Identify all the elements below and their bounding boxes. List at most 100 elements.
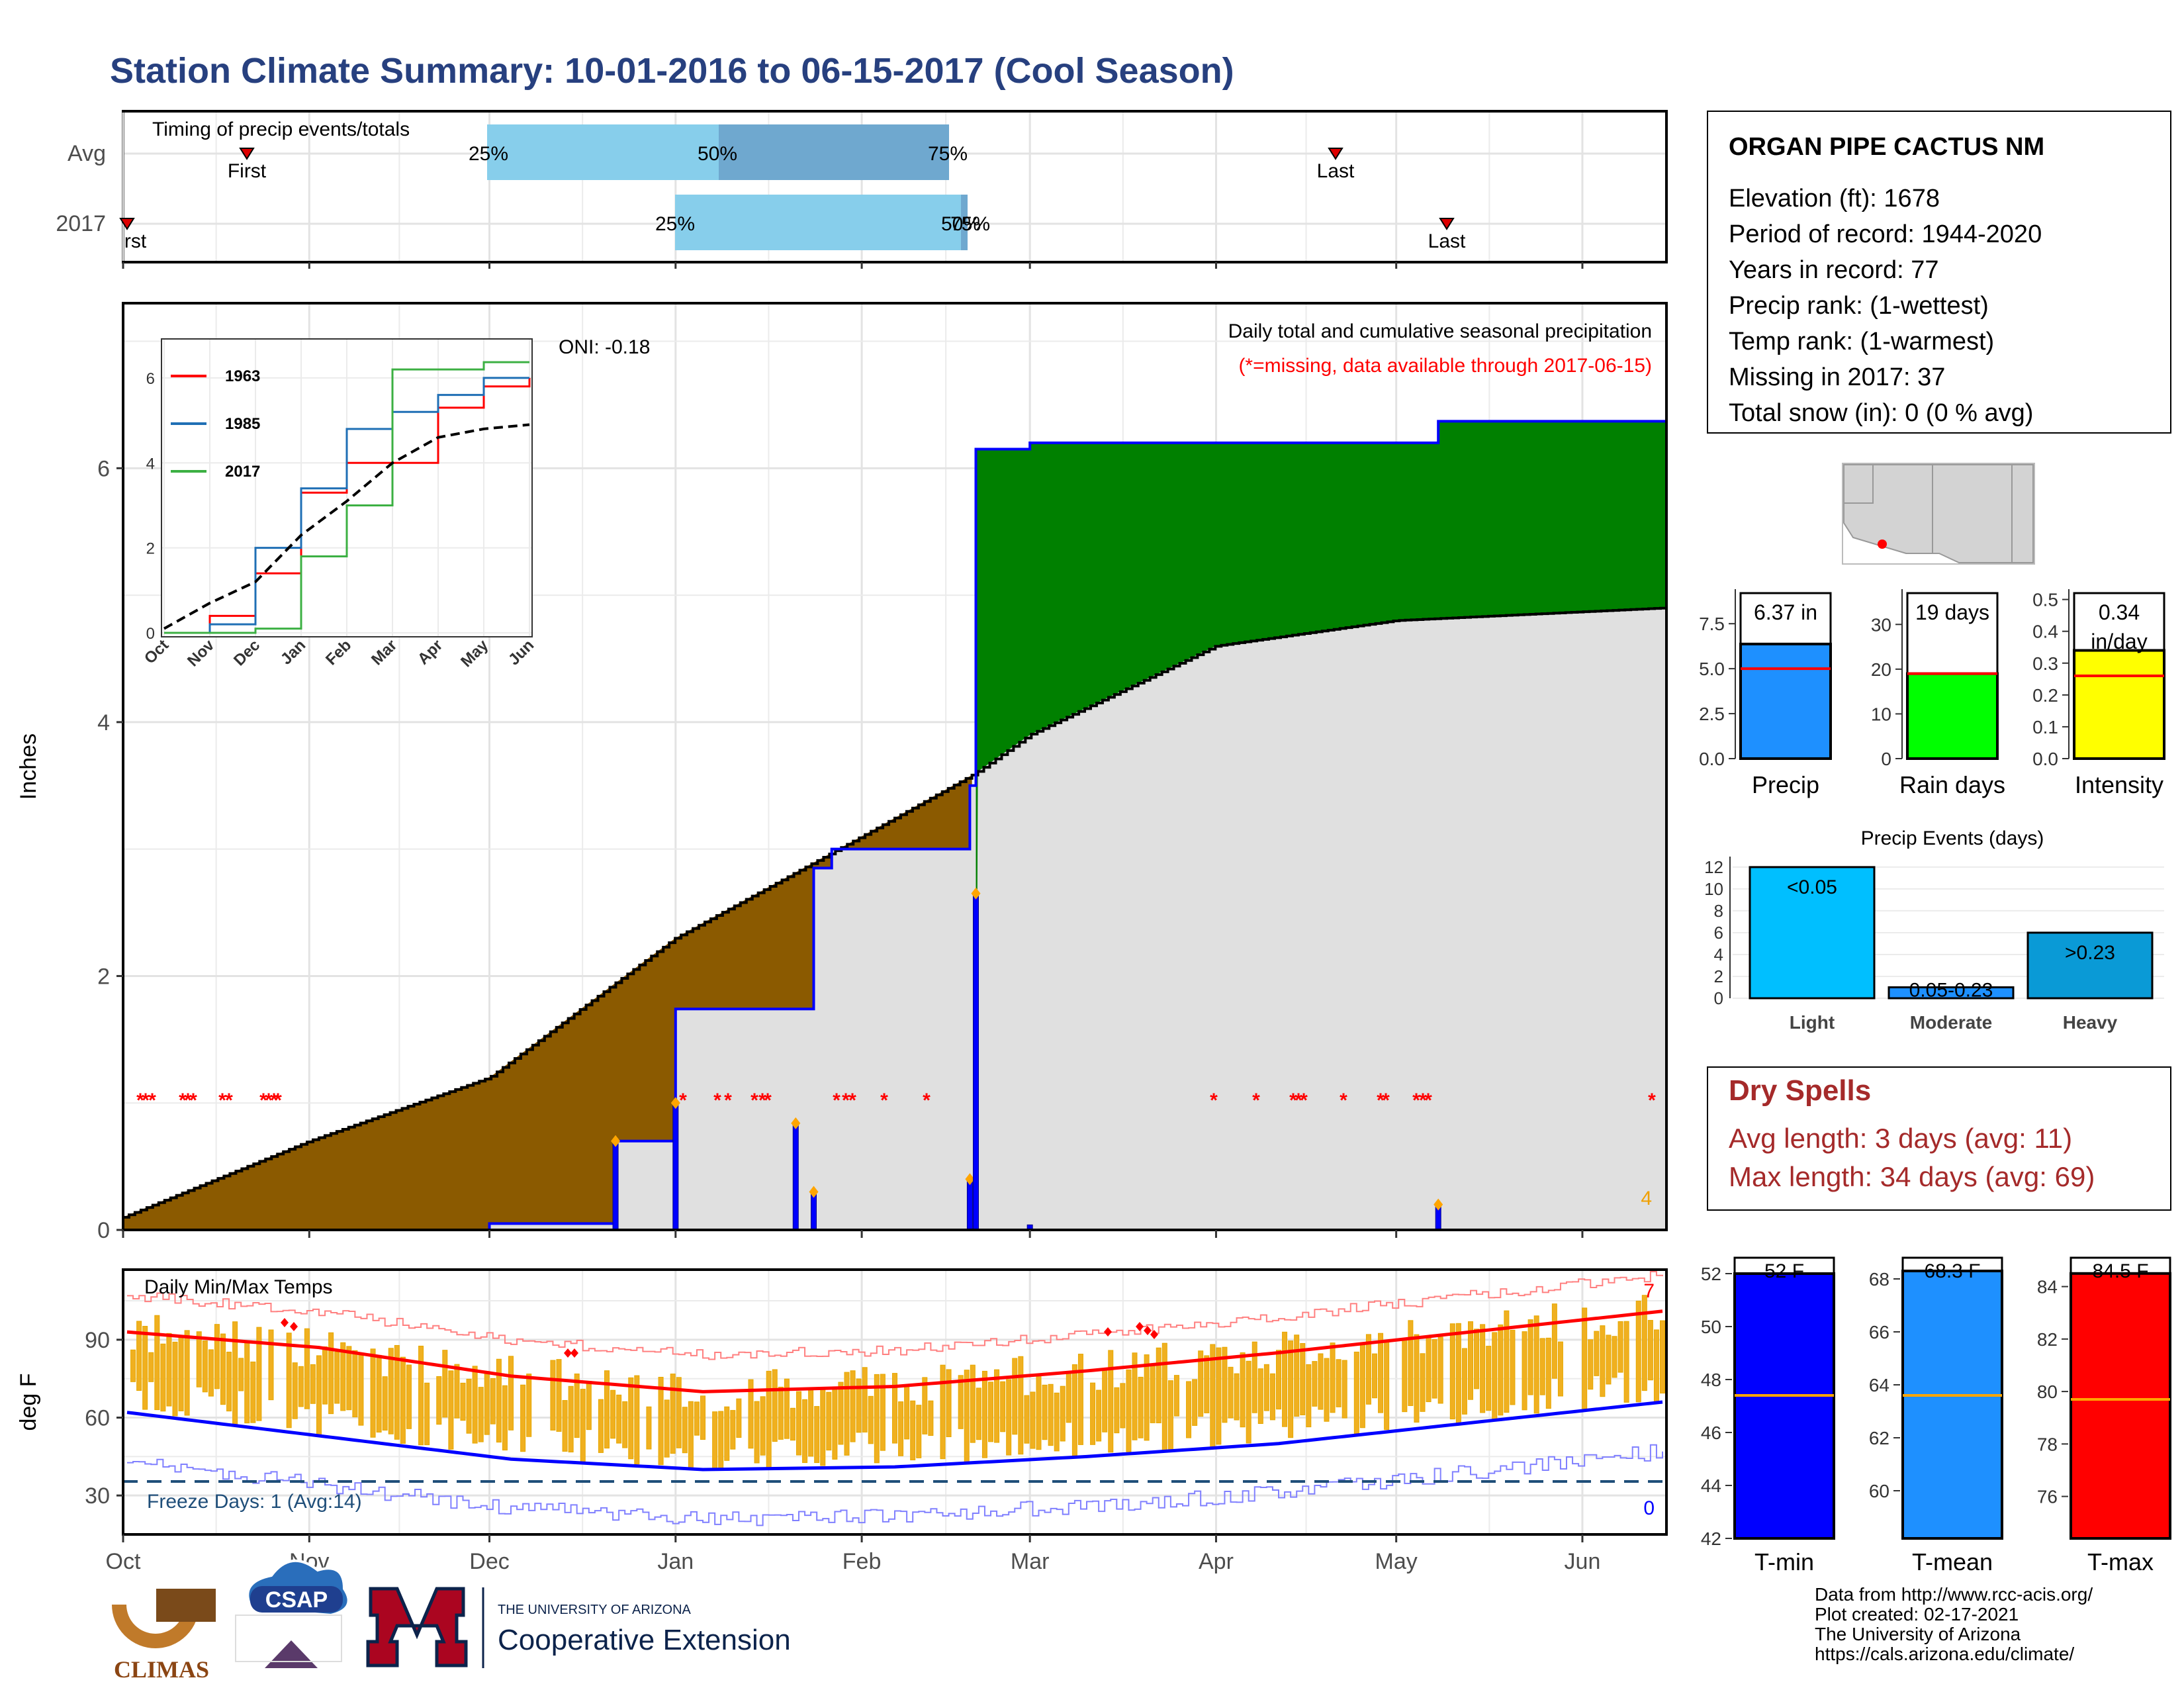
daily-temp-bar [1557, 1341, 1563, 1397]
daily-temp-bar [1048, 1383, 1054, 1446]
missing-marker: * [1377, 1090, 1385, 1111]
missing-marker: * [751, 1090, 758, 1111]
summary-ytick: 2.5 [1699, 704, 1725, 724]
daily-temp-bar [1276, 1350, 1281, 1410]
missing-marker: * [1382, 1090, 1390, 1111]
daily-temp-bar [970, 1364, 976, 1443]
summary-ytick: 0 [1881, 749, 1891, 769]
footer: CLIMAS CSAP THE UNIVERSITY OF ARIZONA Co… [112, 1559, 2093, 1683]
daily-temp-bar [1126, 1369, 1132, 1452]
daily-temp-bar [550, 1360, 556, 1430]
daily-temp-bar [832, 1386, 838, 1460]
daily-temp-bar [772, 1369, 778, 1442]
record-marker [1104, 1327, 1112, 1336]
daily-temp-bar [736, 1398, 742, 1438]
avg-max-line [126, 1309, 1663, 1393]
daily-temp-bar [1150, 1365, 1156, 1423]
daily-temp-bar [784, 1378, 790, 1439]
daily-temp-bar [1173, 1375, 1179, 1417]
missing-marker: * [184, 1090, 192, 1111]
daily-temp-bar [160, 1343, 166, 1412]
precip-events-title: Precip Events (days) [1861, 827, 2044, 849]
daily-temp-bar [310, 1364, 316, 1404]
daily-temp-bar [556, 1359, 562, 1432]
daily-temp-bar [466, 1378, 472, 1434]
daily-temp-bar [1234, 1373, 1240, 1421]
record-marker [1136, 1322, 1144, 1331]
missing-marker: * [142, 1090, 150, 1111]
daily-temp-bar [454, 1364, 460, 1419]
daily-precip-marker [791, 1117, 801, 1129]
missing-marker: * [923, 1090, 931, 1111]
daily-temp-bar [988, 1382, 993, 1442]
daily-precip-bar [792, 1123, 799, 1231]
daily-temp-bar [1312, 1361, 1318, 1407]
daily-precip-marker [971, 887, 981, 900]
missing-marker: * [259, 1090, 267, 1111]
daily-temp-bar [664, 1399, 670, 1458]
temp-bar-label: T-mean [1912, 1548, 1993, 1575]
precip-count-label: 4 [1641, 1188, 1652, 1209]
daily-precip-bar [966, 1178, 973, 1231]
daily-temp-bar [1251, 1341, 1257, 1413]
daily-temp-bar [1449, 1323, 1455, 1420]
daily-temp-bar [1257, 1368, 1263, 1425]
timing-row-avg: Avg [68, 141, 106, 166]
station-line-4: Precip rank: (1-wettest) [1729, 292, 1989, 320]
avg-cumulative-area [976, 608, 1666, 1230]
daily-temp-bar [322, 1346, 328, 1405]
summary-ytick: 0.0 [1699, 749, 1725, 769]
missing-marker: * [764, 1090, 772, 1111]
missing-marker: * [1252, 1090, 1260, 1111]
daily-temp-bar [388, 1348, 394, 1434]
daily-temp-bar [1635, 1300, 1641, 1403]
missing-marker: * [1295, 1090, 1302, 1111]
footer-line-2: Plot created: 02-17-2021 [1815, 1604, 2019, 1624]
daily-temp-bar [814, 1406, 820, 1464]
daily-temp-bar [1480, 1324, 1486, 1413]
missing-marker: * [274, 1090, 282, 1111]
daily-temp-bar [352, 1350, 358, 1418]
record-marker [570, 1348, 578, 1358]
daily-temp-bar [1527, 1319, 1533, 1395]
record-marker [564, 1348, 572, 1358]
location-map [1842, 463, 2035, 565]
daily-temp-bar [1545, 1337, 1551, 1409]
daily-temp-bar [874, 1374, 880, 1464]
summary-label: Precip [1752, 771, 1819, 798]
summary-ytick: 7.5 [1699, 614, 1725, 634]
ytick-label: 60 [85, 1406, 110, 1431]
daily-temp-bar [1012, 1358, 1018, 1435]
daily-temp-bar [1432, 1339, 1437, 1399]
daily-temp-bar [1330, 1342, 1336, 1413]
record-max-line [127, 1270, 1663, 1360]
daily-temp-bar [178, 1337, 184, 1411]
summary-bar-intensity [2073, 649, 2165, 760]
avg-first-marker [239, 148, 255, 160]
daily-temp-bar [496, 1358, 502, 1443]
daily-temp-bar [226, 1351, 232, 1412]
events-bar-label: >0.23 [2065, 942, 2115, 964]
missing-marker: * [1289, 1090, 1297, 1111]
temp-summary-ytick: 44 [1701, 1476, 1721, 1496]
daily-temp-bar [634, 1375, 640, 1465]
daily-temp-bar [1108, 1350, 1114, 1453]
missing-marker: * [880, 1090, 888, 1111]
daily-temp-bar [1090, 1382, 1096, 1445]
daily-temp-bar [1167, 1380, 1173, 1452]
missing-marker: * [270, 1090, 278, 1111]
temp-ylabel: deg F [16, 1374, 41, 1431]
daily-temp-bar [328, 1332, 334, 1415]
inset-legend-label: 1963 [225, 367, 260, 385]
daily-temp-bar [1486, 1346, 1492, 1411]
missing-marker: * [833, 1090, 841, 1111]
avg-box-25-50 [487, 124, 719, 180]
daily-temp-bar [1216, 1347, 1222, 1445]
events-bar-label: <0.05 [1787, 876, 1837, 898]
footer-line-4: https://cals.arizona.edu/climate/ [1815, 1644, 2074, 1664]
daily-precip-bar [612, 1141, 619, 1231]
temp-summary-ytick: 60 [1869, 1481, 1889, 1501]
missing-marker: * [148, 1090, 156, 1111]
daily-temp-bar [682, 1407, 688, 1454]
